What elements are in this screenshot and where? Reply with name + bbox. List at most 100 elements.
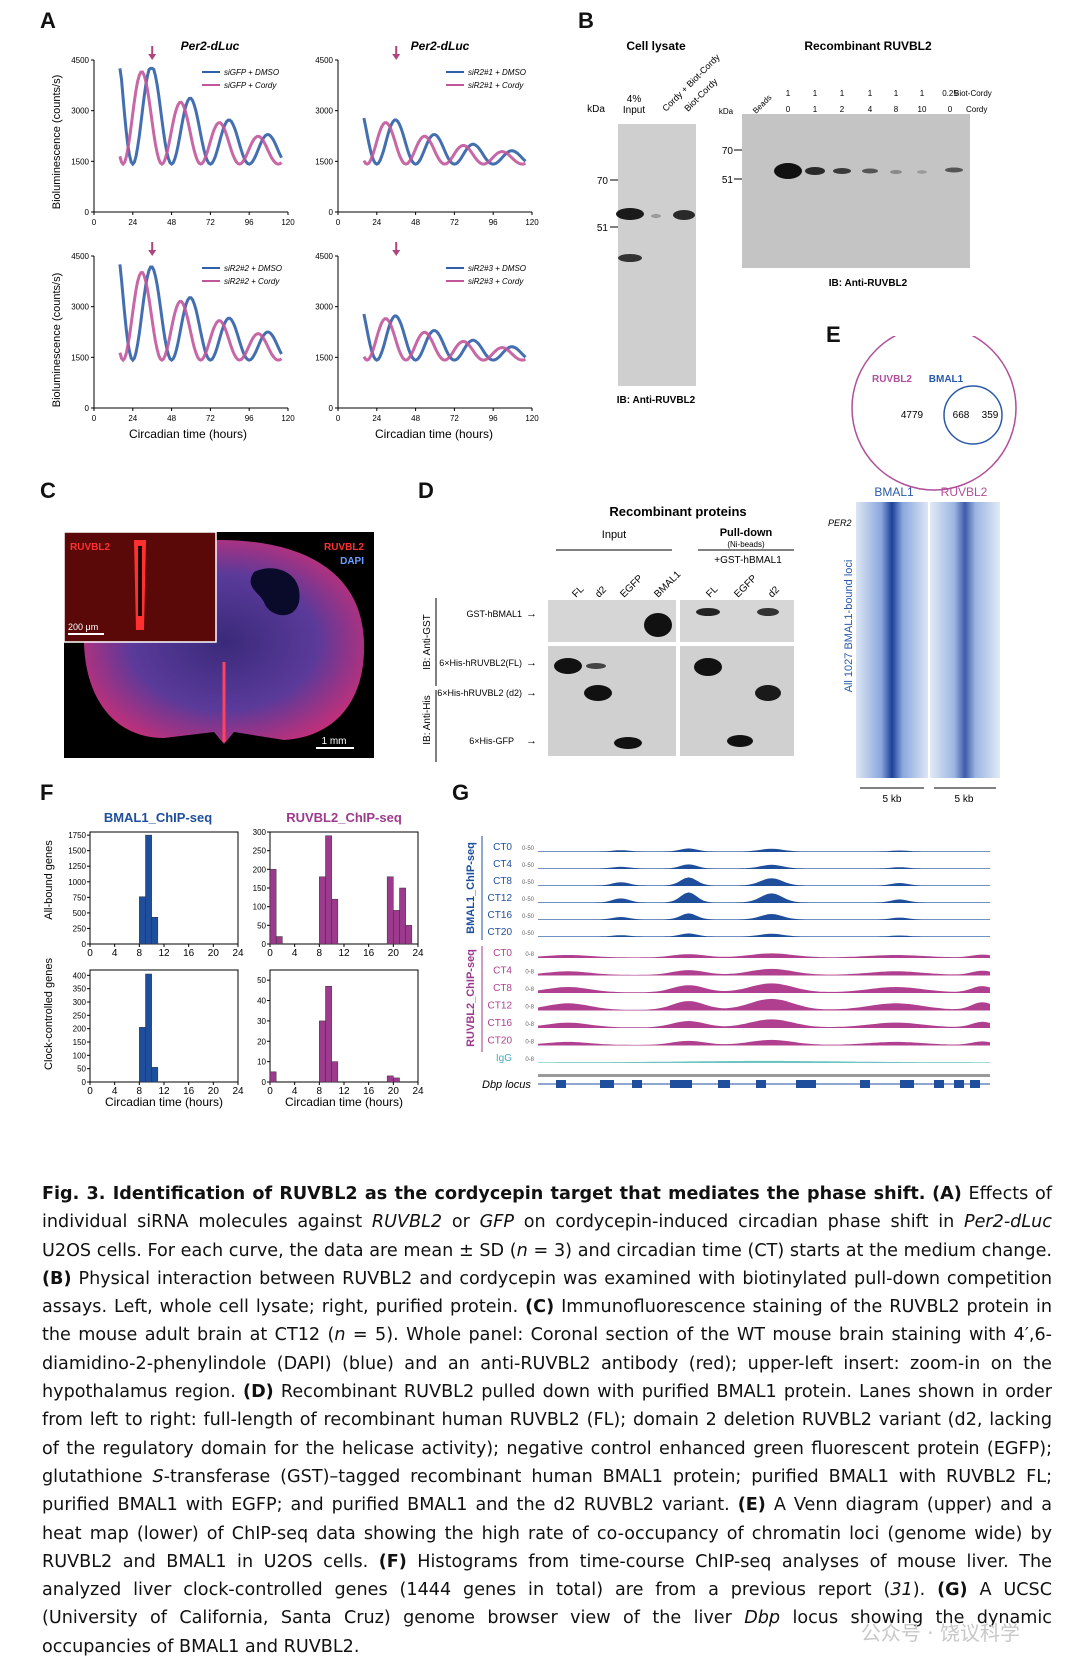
coverage-track <box>538 877 990 886</box>
x-tick-label: 0 <box>336 218 341 227</box>
x-tick-label: 0 <box>92 414 97 423</box>
kb-label-right: 5 kb <box>955 794 974 805</box>
caption-text: U2OS cells. For each curve, the data are… <box>42 1240 517 1261</box>
panel-b-left-title: Cell lysate <box>626 39 686 53</box>
inset-scale-label: 200 μm <box>68 622 98 632</box>
y-tick-label: 3000 <box>315 107 333 116</box>
kb-label-left: 5 kb <box>883 794 902 805</box>
x-tick-label: 48 <box>167 218 176 227</box>
panel-label-d: D <box>418 478 434 503</box>
y-tick-label: 50 <box>77 1065 86 1074</box>
inset-label: RUVBL2 <box>70 542 110 553</box>
panel-b-biot-label: Biot-Cordy <box>954 89 992 98</box>
blot-band <box>757 608 779 616</box>
histogram-bar <box>145 973 152 1083</box>
x-tick-label: 0 <box>267 948 273 959</box>
y-tick-label: 3000 <box>315 303 333 312</box>
caption-g: (G) <box>937 1580 968 1601</box>
row-his-d2: 6×His-hRUVBL2 (d2) <box>437 688 522 698</box>
histogram-bar <box>325 986 332 1083</box>
blot-band <box>618 254 642 262</box>
track-label: CT4 <box>493 859 512 870</box>
caption-text: or <box>442 1212 480 1233</box>
lane-pd-fl: FL <box>704 584 720 600</box>
track-range: 0-8 <box>525 1022 534 1028</box>
panel-d-ib-gst: IB: Anti-GST <box>422 614 433 670</box>
coverage-track <box>538 953 990 958</box>
track-label: CT8 <box>493 876 512 887</box>
x-tick-label: 12 <box>158 1086 170 1097</box>
track-range: 0-50 <box>522 880 535 886</box>
caption-a: (A) <box>932 1184 962 1204</box>
x-tick-label: 120 <box>525 414 539 423</box>
track-range: 0-50 <box>522 846 535 852</box>
panel-f-title-left: BMAL1_ChIP-seq <box>104 810 212 825</box>
blot-band <box>586 663 606 669</box>
biot-cordy-amount: 0.25 <box>942 89 958 98</box>
legend-label: siR2#3 + Cordy <box>468 277 524 286</box>
caption-text: Histograms from time-course ChIP-seq ana… <box>42 1551 1052 1601</box>
ventricle <box>250 568 300 616</box>
mw-51-right: 51 <box>722 175 734 186</box>
caption-c: (C) <box>525 1297 555 1318</box>
caption-text: locus showing the dynamic occupancies of… <box>42 1608 1052 1657</box>
caption-text: A Venn diagram (upper) and a heat map (l… <box>42 1495 1052 1572</box>
panel-label-b: B <box>578 8 594 33</box>
arrow: → <box>526 735 537 747</box>
caption-italic: RUVBL2 <box>371 1212 443 1233</box>
x-tick-label: 48 <box>167 414 176 423</box>
panel-a-figure: Per2-dLuc Per2-dLuc Bioluminescence (cou… <box>51 39 539 441</box>
panel-label-g: G <box>452 780 470 805</box>
panel-a-title-right: Per2-dLuc <box>411 39 470 53</box>
panel-b-cordy-label: Cordy <box>966 105 987 114</box>
histogram-bar <box>393 1077 400 1083</box>
histogram-bar <box>386 876 394 945</box>
x-tick-label: 96 <box>489 414 498 423</box>
caption-b: (B) <box>42 1268 72 1289</box>
x-tick-label: 72 <box>206 414 215 423</box>
panel-g-locus: Dbp locus <box>482 1079 531 1091</box>
caption-italic: GFP <box>479 1212 514 1233</box>
x-tick-label: 24 <box>372 218 381 227</box>
legend-label: siGFP + Cordy <box>224 81 277 90</box>
panel-b-kda-right: kDa <box>719 107 734 116</box>
arrow: → <box>526 657 537 669</box>
x-tick-label: 20 <box>388 1086 400 1097</box>
track-label: CT12 <box>488 893 513 904</box>
x-tick-label: 4 <box>112 948 118 959</box>
lane-pd-egfp: EGFP <box>732 573 759 600</box>
series-line <box>362 121 526 166</box>
blot-band <box>584 685 612 701</box>
panel-b-input-l2: Input <box>623 105 645 116</box>
caption-italic: n <box>516 1240 528 1261</box>
coverage-track <box>538 892 990 903</box>
venn-label-ruvbl2: RUVBL2 <box>872 374 912 385</box>
y-tick-label: 1500 <box>68 847 86 856</box>
mw-70-left: 70 <box>597 176 609 187</box>
cordy-amount: 0 <box>786 105 791 114</box>
blot-band <box>945 167 963 173</box>
histogram-bar <box>331 898 339 945</box>
x-tick-label: 96 <box>245 414 254 423</box>
caption-italic: Dbp <box>744 1608 781 1629</box>
coverage-track <box>538 913 990 920</box>
panel-d-gst: +GST-hBMAL1 <box>714 555 782 566</box>
x-tick-label: 72 <box>206 218 215 227</box>
lane-egfp: EGFP <box>618 573 645 600</box>
y-tick-label: 0 <box>262 1078 267 1087</box>
gene-exons <box>556 1080 980 1088</box>
heatmap-side-label: All 1027 BMAL1-bound loci <box>843 560 855 693</box>
track-label: CT0 <box>493 842 512 853</box>
histogram-bar <box>139 1027 146 1083</box>
caption-italic: 31 <box>890 1580 913 1601</box>
arrow: → <box>526 608 537 620</box>
heatmap-label-ruvbl2: RUVBL2 <box>941 485 988 499</box>
series-line <box>362 317 526 362</box>
panel-f-xlabel-right: Circadian time (hours) <box>285 1095 403 1109</box>
y-tick-label: 1500 <box>71 157 89 166</box>
panel-label-e: E <box>826 322 841 347</box>
caption-e: (E) <box>737 1495 766 1516</box>
series-line <box>118 70 283 167</box>
y-tick-label: 4500 <box>315 252 333 261</box>
track-label: CT16 <box>488 1018 513 1029</box>
